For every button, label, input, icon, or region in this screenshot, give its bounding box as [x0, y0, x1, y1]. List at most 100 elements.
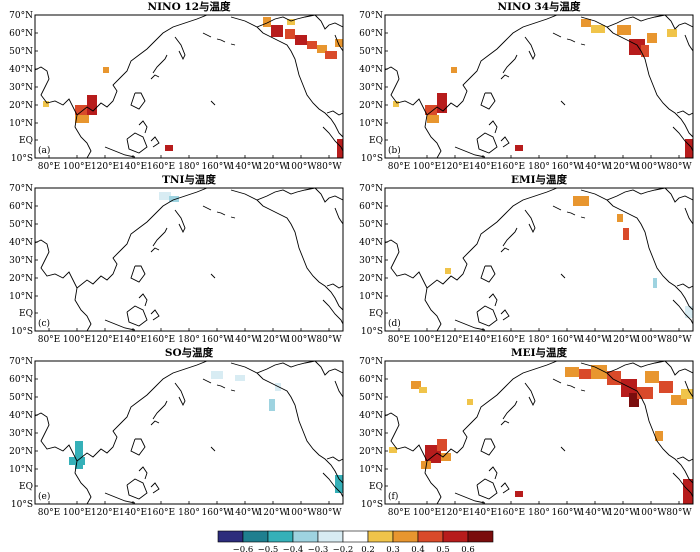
panel-e: SO与温度 (e) 70°N 60°N 50°N 40°N 30°N 20°N 10°N EQ 10…	[9, 346, 344, 518]
panel-e-lon-tick: 80°E	[38, 508, 61, 518]
panel-e-coastline	[130, 438, 146, 456]
panel-e-lon-tick: 160°W	[202, 508, 234, 518]
panel-f-coastline	[676, 456, 694, 462]
panel-e-lon-tick: 100°E	[63, 508, 91, 518]
colorbar-label: −0.3	[308, 545, 329, 552]
panel-a-label: (a)	[38, 145, 50, 156]
panel-f-signif-cell	[629, 393, 639, 407]
panel-a-lat-tick: 40°N	[9, 65, 33, 75]
panel-f-signif-cell	[659, 381, 673, 393]
panel-d-coastline	[502, 227, 518, 247]
panel-d: EMI与温度 (d) 70°N 60°N 50°N 40°N 30°N 20°N 10°N EQ 1…	[359, 173, 694, 345]
panel-b-lon-tick: 140°E	[469, 162, 497, 172]
panel-a-signif-cell	[87, 95, 97, 115]
panel-f-coastline	[684, 380, 694, 398]
panel-c-coastline	[34, 239, 92, 332]
panel-a-signif-cell	[317, 45, 327, 53]
panel-b-signif-cell	[515, 145, 523, 151]
panel-b-coastline	[560, 100, 566, 106]
panel-c-lon-tick: 80°W	[316, 335, 342, 345]
panel-f-lon-tick: 80°W	[666, 508, 692, 518]
panel-d-signif-cell	[617, 214, 623, 222]
panel-b-lon-tick: 140°W	[580, 162, 612, 172]
panel-e-coastline	[138, 466, 148, 480]
panel-a-coastline	[216, 38, 226, 43]
panel-e-signif-cell	[335, 475, 343, 493]
panel-a-signif-cell	[263, 17, 271, 27]
panel-a-signif-cell	[165, 145, 173, 151]
panel-c-coastline	[230, 187, 316, 201]
panel-d-coastline	[552, 205, 562, 211]
panel-f-signif-cell	[579, 369, 591, 379]
panel-b-lon-tick: 80°W	[666, 162, 692, 172]
panel-b-coastline	[566, 38, 576, 43]
panel-c-coastline	[152, 227, 168, 247]
panel-f-coastline	[606, 372, 694, 484]
panel-c-coastline	[210, 273, 216, 279]
panel-e-coastline	[216, 384, 226, 389]
panel-c-lon-tick: 160°E	[147, 335, 175, 345]
panel-a-lat-tick: 10°N	[9, 119, 33, 129]
panel-d-lat-tick: 50°N	[359, 220, 383, 230]
colorbar-swatch	[342, 530, 369, 543]
panel-e-lat-tick: 30°N	[9, 429, 33, 439]
panel-b-coastline	[476, 132, 498, 154]
colorbar-swatch	[242, 530, 269, 543]
colorbar-label: −0.5	[258, 545, 279, 552]
panel-a-signif-cell	[295, 35, 307, 45]
panel-e-label: (e)	[38, 491, 50, 502]
panel-b-lon-tick: 80°E	[388, 162, 411, 172]
panel-c-coastline	[334, 207, 344, 225]
panel-e-lon-tick: 140°E	[119, 508, 147, 518]
panel-b-coastline	[676, 110, 694, 116]
panel-e-lat-tick: 60°N	[9, 375, 33, 385]
panel-b-coastline	[580, 43, 586, 46]
panel-c-coastline	[150, 247, 160, 253]
colorbar-swatch	[467, 530, 494, 543]
panel-d-title: EMI与温度	[511, 173, 568, 186]
panel-b: NINO 34与温度 (b) 70°N 60°N 50°N 40°N 30°N 20°N 10°…	[359, 0, 694, 172]
panel-d-lat-tick: EQ	[369, 309, 383, 319]
panel-b-coastline	[500, 136, 510, 148]
panel-d-coastline	[454, 319, 486, 331]
panel-b-coastline	[454, 146, 486, 158]
panel-b-coastline	[552, 32, 562, 38]
panel-f-signif-cell	[655, 431, 663, 441]
panel-c-coastline	[256, 199, 344, 311]
panel-c-lon-tick: 80°E	[38, 335, 61, 345]
panel-b-signif-cell	[581, 19, 591, 27]
panel-c-lat-tick: 10°S	[11, 327, 33, 337]
panel-f-lat-tick: 70°N	[359, 357, 383, 367]
panel-b-coastline	[524, 36, 536, 61]
panel-f-signif-cell	[441, 453, 451, 461]
panel-e-lon-tick: 120°E	[91, 508, 119, 518]
panel-f-coastline	[384, 412, 442, 505]
panel-c-coastline	[150, 309, 160, 321]
panel-a-lon-tick: 120°W	[258, 162, 290, 172]
panel-d-lon-tick: 100°W	[636, 335, 668, 345]
panel-b-lon-tick: 100°E	[413, 162, 441, 172]
panel-f-signif-cell	[591, 365, 607, 379]
panel-d-signif-cell	[685, 306, 693, 318]
panel-f-coastline	[476, 478, 498, 500]
panel-e-coastline	[150, 420, 160, 426]
panel-a-coastline	[334, 34, 344, 52]
panel-c-coastline	[138, 293, 148, 307]
panel-c-lat-tick: 40°N	[9, 238, 33, 248]
panel-b-signif-cell	[427, 115, 439, 123]
panel-f-signif-cell	[607, 371, 621, 385]
panel-f-coastline	[426, 360, 558, 462]
panel-d-signif-cell	[623, 228, 629, 240]
panel-b-coastline	[606, 26, 694, 138]
panel-e-coastline	[256, 372, 344, 484]
panel-d-signif-cell	[445, 268, 451, 274]
panel-c-lat-tick: 10°N	[9, 292, 33, 302]
panel-d-coastline	[560, 273, 566, 279]
panel-f-lon-tick: 80°E	[388, 508, 411, 518]
panel-a-lat-tick: 30°N	[9, 83, 33, 93]
panel-c: TNI与温度 (c) 70°N 60°N 50°N 40°N 30°N 20°N 10°N EQ 1…	[9, 173, 344, 345]
panel-f-coastline	[552, 378, 562, 384]
panel-b-lat-tick: 40°N	[359, 65, 383, 75]
panel-b-lon-tick: 100°W	[636, 162, 668, 172]
panel-f-signif-cell	[467, 399, 473, 405]
